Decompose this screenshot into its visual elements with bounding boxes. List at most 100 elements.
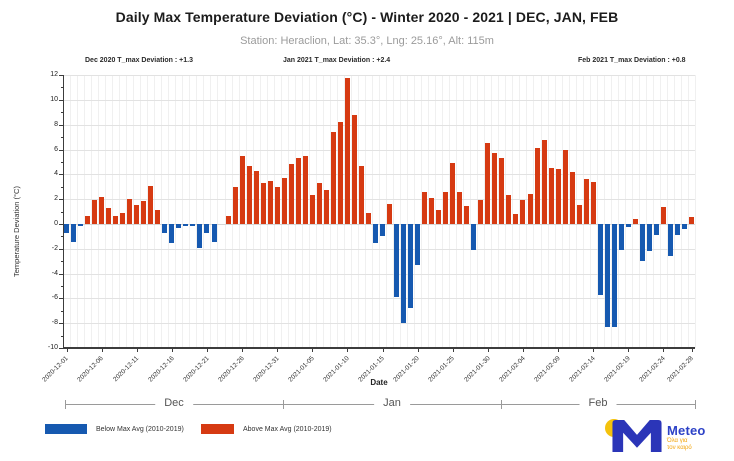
grid-line-vertical (259, 75, 261, 348)
bar-above-avg (548, 168, 554, 224)
y-axis-tick-label: 4 (54, 170, 58, 178)
bar-below-avg (667, 223, 673, 257)
bar-above-avg (443, 192, 449, 224)
bar-above-avg (127, 198, 133, 224)
grid-line-vertical (154, 75, 156, 348)
grid-line-vertical (400, 75, 402, 348)
grid-line-vertical (189, 75, 191, 348)
bar-below-avg (380, 223, 385, 237)
grid-line-vertical (666, 75, 668, 348)
grid-line-vertical (631, 75, 633, 348)
y-axis-minor-tick (61, 261, 63, 263)
x-axis-spine (63, 347, 695, 349)
grid-line-vertical (91, 75, 93, 348)
grid-line-vertical (624, 75, 626, 348)
y-axis-tick (59, 223, 63, 225)
bar-below-avg (211, 223, 217, 243)
grid-line-horizontal (63, 99, 695, 101)
bar-above-avg (92, 200, 98, 224)
grid-line-vertical (505, 75, 507, 348)
bar-above-avg (485, 142, 491, 224)
grid-line-vertical (540, 75, 542, 348)
grid-line-vertical (484, 75, 486, 348)
grid-line-vertical (470, 75, 472, 348)
bar-above-avg (309, 195, 315, 224)
x-axis-tick (347, 348, 349, 352)
grid-line-vertical (477, 75, 479, 348)
grid-line-vertical (442, 75, 444, 348)
bar-above-avg (527, 194, 533, 224)
grid-line-vertical (687, 75, 689, 348)
x-axis-tick (101, 348, 103, 352)
grid-line-vertical (77, 75, 79, 348)
y-axis-minor-tick (61, 186, 63, 188)
legend-swatch-below (45, 424, 87, 434)
grid-line-vertical (119, 75, 121, 348)
grid-line-vertical (638, 75, 640, 348)
bar-above-avg (288, 164, 294, 224)
y-axis-tick (59, 323, 63, 325)
grid-line-vertical (379, 75, 380, 348)
x-axis-tick (417, 348, 419, 352)
bar-above-avg (366, 212, 371, 224)
grid-line-vertical (203, 75, 205, 348)
x-axis-tick (242, 348, 244, 352)
x-axis-tick (558, 348, 560, 352)
bar-below-avg (639, 223, 645, 262)
bar-below-avg (604, 223, 610, 328)
grid-line-vertical (301, 75, 303, 348)
grid-line-vertical (112, 75, 114, 348)
y-axis-minor-tick (61, 310, 63, 312)
bar-below-avg (611, 223, 617, 327)
y-axis-tick (59, 248, 63, 250)
grid-line-vertical (70, 75, 72, 348)
x-axis-tick (628, 348, 630, 352)
bar-above-avg (253, 170, 259, 224)
grid-line-vertical (568, 75, 570, 348)
grid-line-horizontal (63, 223, 695, 225)
grid-line-horizontal (63, 248, 695, 250)
bar-above-avg (632, 218, 638, 224)
bar-below-avg (618, 223, 624, 250)
bar-above-avg (99, 197, 105, 224)
bar-above-avg (260, 183, 266, 224)
bar-below-avg (78, 223, 83, 227)
x-axis-tick (523, 348, 524, 352)
grid-line-vertical (512, 75, 514, 348)
y-axis-spine (63, 75, 64, 349)
bar-above-avg (141, 201, 147, 224)
grid-line-vertical (449, 75, 451, 348)
bar-above-avg (387, 204, 392, 224)
y-axis-tick-label: 10 (50, 95, 58, 103)
bar-above-avg (506, 194, 512, 224)
bar-above-avg (478, 200, 484, 224)
grid-line-vertical (589, 75, 591, 348)
grid-line-vertical (526, 75, 528, 348)
grid-line-vertical (322, 75, 324, 348)
bar-above-avg (583, 179, 589, 224)
y-axis-tick-label: -10 (47, 344, 58, 351)
grid-line-vertical (603, 75, 605, 348)
month-label: Feb (579, 397, 617, 409)
grid-line-vertical (224, 75, 226, 348)
bar-above-avg (562, 149, 568, 224)
bar-above-avg (351, 114, 357, 224)
grid-line-vertical (673, 75, 675, 348)
y-axis-tick (59, 75, 63, 76)
grid-line-horizontal (63, 75, 695, 76)
bar-above-avg (295, 158, 301, 224)
y-axis-tick-label: -6 (51, 294, 58, 302)
x-axis-label: Date (370, 378, 388, 387)
grid-line-vertical (238, 75, 240, 348)
bar-above-avg (457, 192, 463, 224)
grid-line-vertical (414, 75, 416, 348)
month-axis-tick (501, 400, 502, 409)
bar-above-avg (555, 169, 561, 224)
bar-above-avg (422, 192, 428, 224)
bar-above-avg (274, 187, 280, 224)
grid-line-horizontal (63, 273, 695, 275)
grid-line-vertical (350, 75, 352, 348)
grid-line-vertical (428, 75, 430, 348)
x-axis-tick (207, 348, 208, 352)
grid-line-vertical (575, 75, 577, 348)
